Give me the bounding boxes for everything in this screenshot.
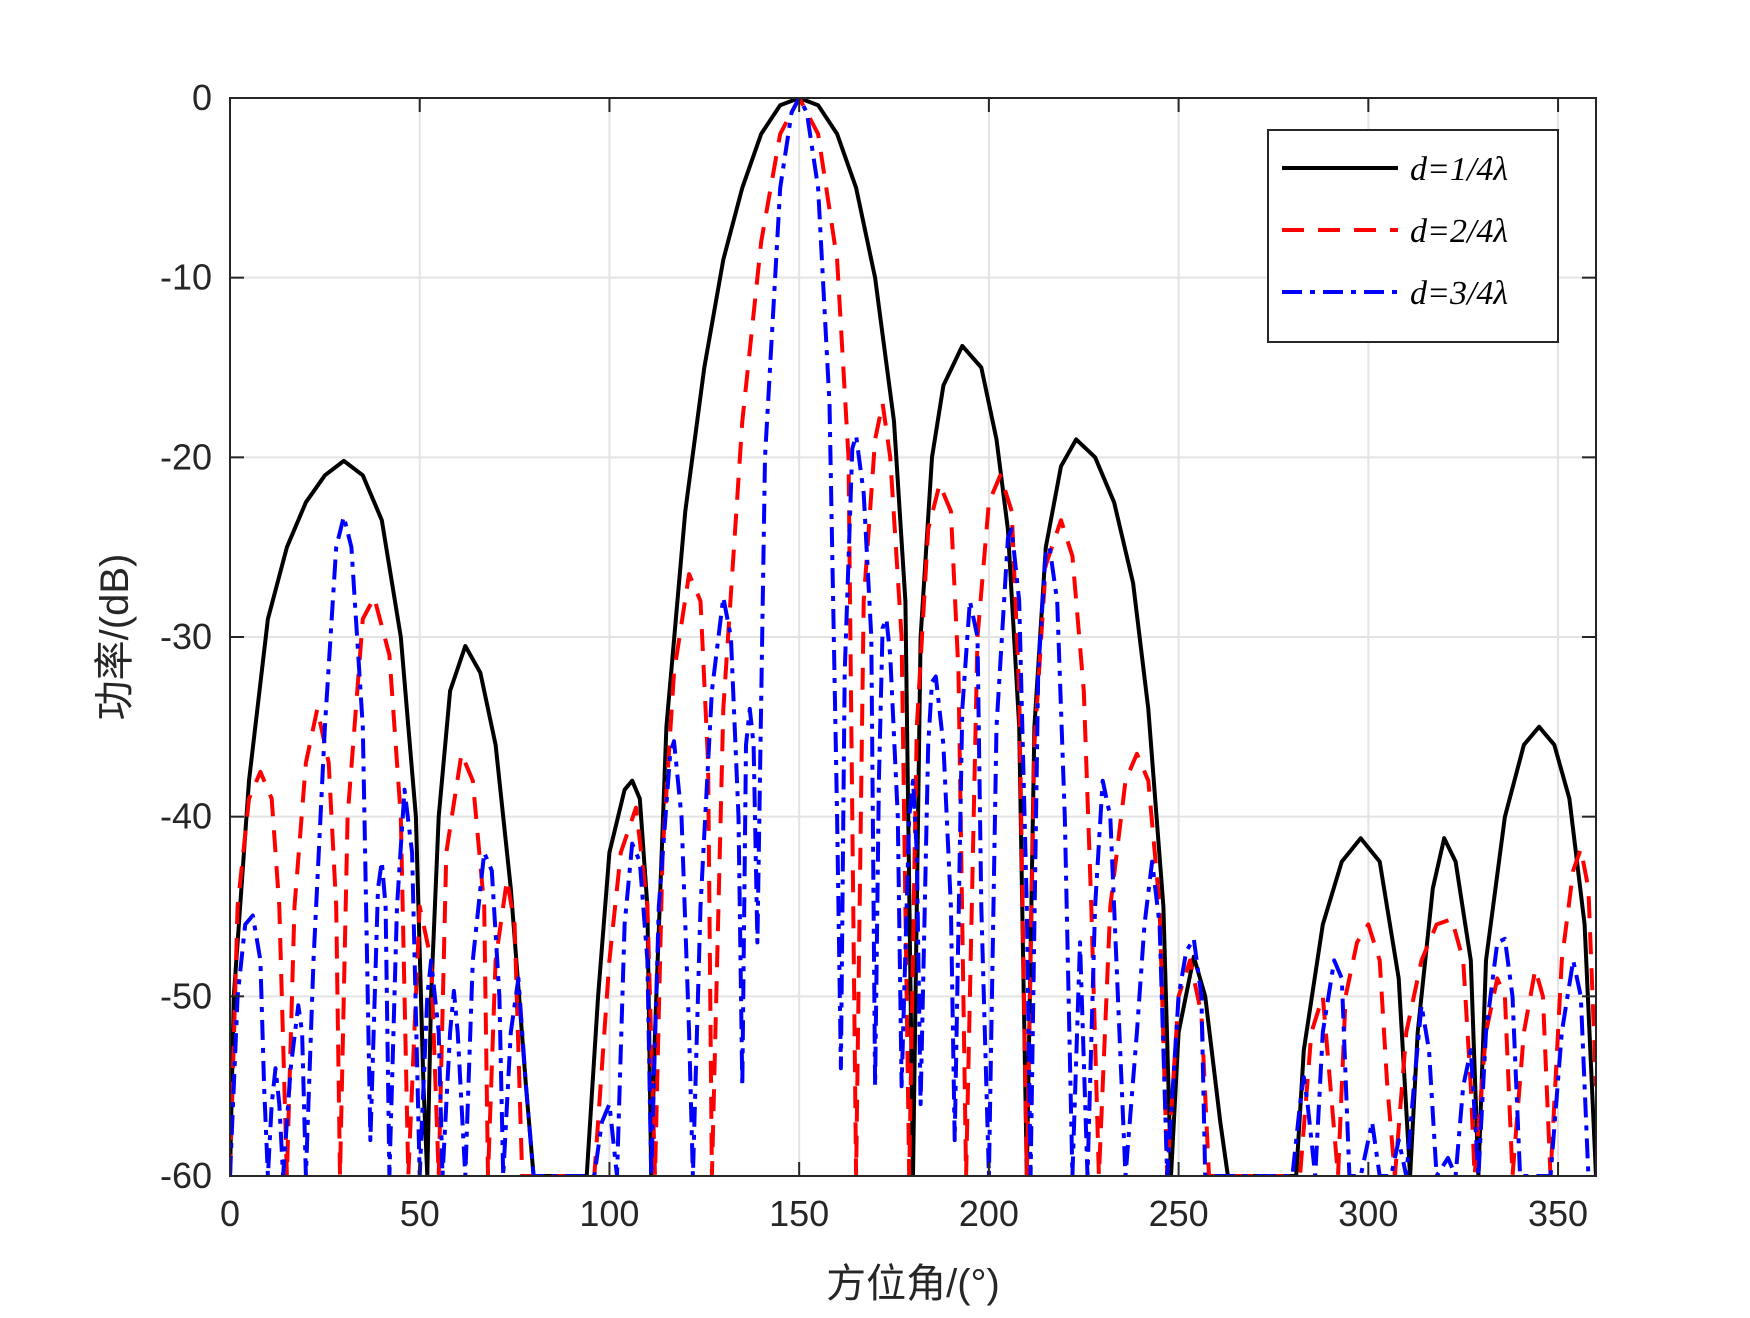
x-tick-label: 200 bbox=[959, 1193, 1019, 1234]
x-axis-label: 方位角/(°) bbox=[826, 1262, 1000, 1306]
y-tick-label: -10 bbox=[160, 257, 212, 298]
x-tick-label: 100 bbox=[579, 1193, 639, 1234]
legend-box bbox=[1267, 129, 1559, 343]
y-tick-label: -40 bbox=[160, 796, 212, 837]
y-tick-label: -20 bbox=[160, 436, 212, 477]
x-tick-label: 300 bbox=[1338, 1193, 1398, 1234]
legend-label-1: d=1/4λ bbox=[1410, 151, 1508, 188]
y-tick-label: 0 bbox=[192, 77, 212, 118]
x-tick-label: 150 bbox=[769, 1193, 829, 1234]
legend-label-2: d=2/4λ bbox=[1410, 213, 1508, 250]
legend: d=1/4λ d=2/4λ d=3/4λ bbox=[1267, 129, 1559, 343]
x-tick-label: 0 bbox=[220, 1193, 240, 1234]
y-axis-label: 功率/(dB) bbox=[93, 554, 137, 721]
series-line-3 bbox=[230, 98, 1591, 1176]
x-tick-label: 250 bbox=[1149, 1193, 1209, 1234]
series-line-2 bbox=[230, 98, 1596, 1176]
x-tick-label: 350 bbox=[1528, 1193, 1588, 1234]
legend-label-3: d=3/4λ bbox=[1410, 275, 1508, 312]
y-tick-label: -30 bbox=[160, 616, 212, 657]
series-group bbox=[230, 98, 1596, 1176]
y-tick-label: -50 bbox=[160, 975, 212, 1016]
x-tick-label: 50 bbox=[400, 1193, 440, 1234]
series-line-1 bbox=[230, 98, 1596, 1176]
axis-ticks: 0 50 100 150 200 250 300 350 0 -10 -20 -30 -40 -50 -60 bbox=[160, 77, 1596, 1234]
y-tick-label: -60 bbox=[160, 1155, 212, 1196]
